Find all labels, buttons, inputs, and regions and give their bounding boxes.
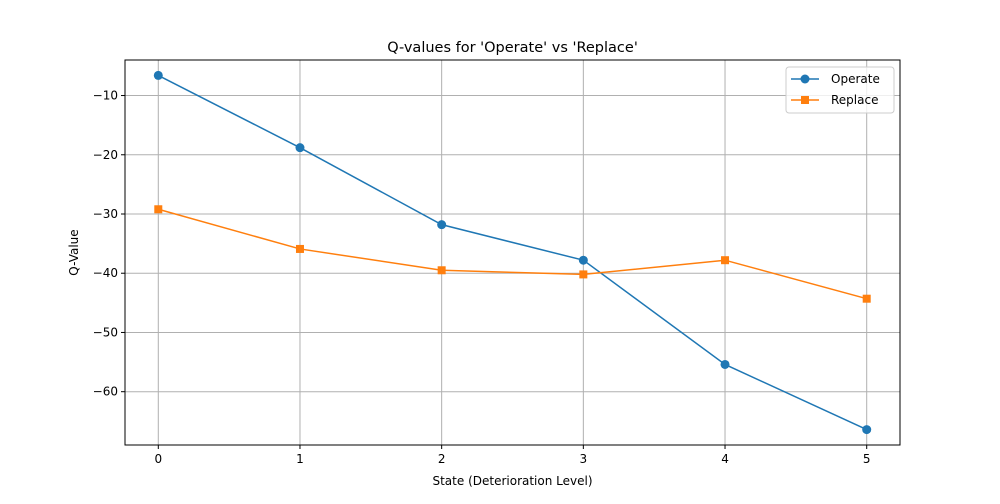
x-tick-label: 1 — [296, 452, 304, 466]
x-tick-label: 4 — [721, 452, 729, 466]
y-axis-label: Q-Value — [67, 229, 81, 275]
replace-data-point — [295, 244, 304, 253]
legend-entries: Operate Replace — [791, 72, 880, 107]
x-tick-label: 3 — [580, 452, 588, 466]
series-layer — [153, 70, 872, 435]
y-tick-label: −20 — [93, 148, 118, 162]
replace-series-line — [158, 208, 867, 300]
x-tick-label: 0 — [154, 452, 162, 466]
x-tick-label: 2 — [438, 452, 446, 466]
y-tick-label: −10 — [93, 89, 118, 103]
operate-data-point — [295, 143, 305, 153]
chart-title: Q-values for 'Operate' vs 'Replace' — [387, 40, 638, 56]
y-tick-label: −30 — [93, 207, 118, 221]
y-tick-label: −50 — [93, 325, 118, 339]
operate-series-line — [157, 74, 868, 431]
replace-data-point — [154, 205, 163, 214]
operate-data-point — [862, 425, 872, 435]
x-tick-label: 5 — [863, 452, 871, 466]
operate-data-point — [720, 359, 730, 369]
plot-area-frame — [124, 59, 901, 446]
operate-data-point — [437, 220, 447, 230]
replace-legend-label: Replace — [831, 93, 878, 107]
x-axis-label: State (Deterioration Level) — [432, 474, 592, 488]
replace-legend-marker — [801, 96, 809, 104]
replace-data-point — [862, 294, 871, 303]
operate-data-point — [578, 255, 588, 265]
y-tick-label: −60 — [93, 385, 118, 399]
y-tick-label: −40 — [93, 266, 118, 280]
legend: Operate Replace — [785, 66, 895, 114]
operate-data-point — [153, 70, 163, 80]
replace-data-point — [437, 266, 446, 275]
operate-legend-label: Operate — [831, 72, 880, 86]
replace-data-point — [579, 270, 588, 279]
operate-legend-marker — [800, 74, 810, 84]
replace-data-point — [721, 256, 730, 265]
axis-ticks: 0 1 2 3 4 5 −10 −20 −30 −40 −50 −60 — [93, 89, 871, 466]
